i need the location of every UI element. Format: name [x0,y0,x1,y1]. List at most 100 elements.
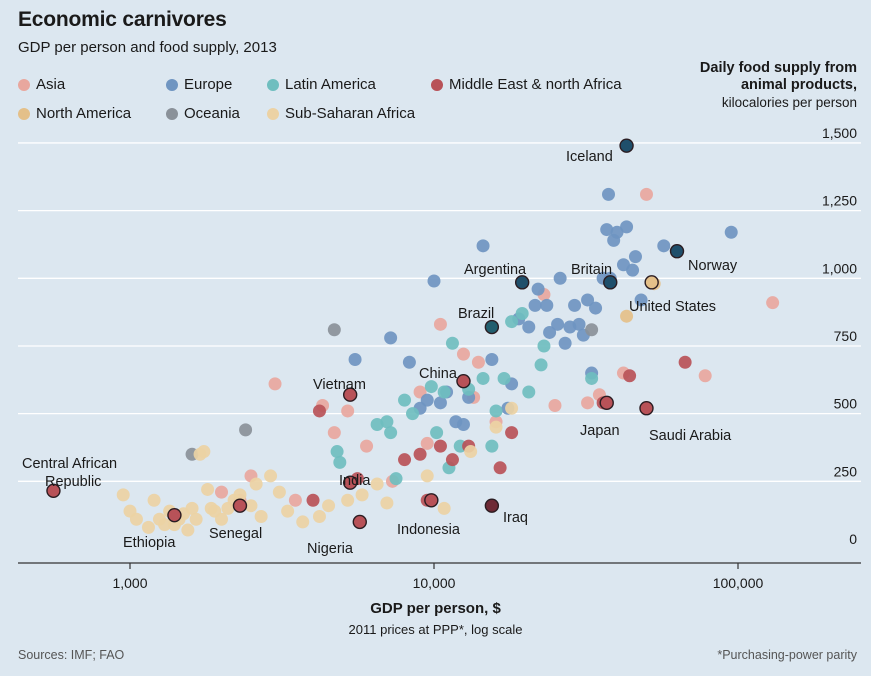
data-point [639,187,653,201]
highlighted-point [424,493,439,508]
data-point [537,339,551,353]
label-china: China [419,366,458,382]
data-point [551,317,565,331]
label-britain: Britain [571,262,612,278]
data-point [540,298,554,312]
data-point [272,485,286,499]
data-point [505,426,519,440]
label-brazil: Brazil [458,306,494,322]
y-tick-label: 750 [834,328,858,344]
y-tick-labels: 0 250 500 750 1,000 1,250 1,500 [822,125,857,547]
data-point [420,469,434,483]
highlighted-point [603,275,618,290]
legend-label-middle-east: Middle East & north Africa [449,76,622,93]
legend-item-middle-east: Middle East & north Africa [431,76,622,93]
y-tick-label: 1,500 [822,125,857,141]
legend-label-sub-saharan-africa: Sub-Saharan Africa [285,105,416,122]
data-point [531,282,545,296]
label-united-states: United States [629,299,716,315]
label-senegal: Senegal [209,526,262,542]
legend-item-latin-america: Latin America [267,76,376,93]
data-point [420,436,434,450]
data-point [322,499,336,513]
label-central-african-republic-line2: Republic [45,474,101,490]
legend-item-sub-saharan-africa: Sub-Saharan Africa [267,105,415,122]
highlighted-point [456,373,471,389]
data-point [628,250,642,264]
data-point [602,187,616,201]
highlighted-point [484,319,500,335]
data-point [306,493,320,507]
legend-label-oceania: Oceania [184,105,240,122]
data-point [233,488,247,502]
data-point [327,323,341,337]
data-point [244,499,258,513]
highlighted-point [46,483,61,498]
data-point [312,510,326,524]
y-tick-label: 250 [834,463,858,479]
x-tick-label: 1,000 [112,575,147,591]
data-points [116,187,780,537]
label-iraq: Iraq [503,510,528,526]
highlighted-point [342,387,358,402]
legend-label-asia: Asia [36,76,66,93]
data-point [288,493,302,507]
legend-label-europe: Europe [184,76,233,93]
data-point [413,447,427,461]
label-japan: Japan [580,423,620,439]
y-axis-title-line2: animal products, [740,77,857,93]
data-point [471,355,485,369]
data-point [330,445,344,459]
data-point [312,404,326,418]
data-point [678,355,692,369]
annotations: Iceland Norway Britain Argentina United … [22,149,738,557]
data-point [585,323,599,337]
data-point [489,404,503,418]
data-point [433,396,447,410]
data-point [534,358,548,372]
data-point [623,369,637,383]
legend-item-europe: Europe [166,76,232,93]
x-axis-title: GDP per person, $ [370,600,501,617]
data-point [158,518,172,532]
highlighted-point [484,498,500,513]
data-point [355,488,369,502]
data-point [341,493,355,507]
data-point [568,298,582,312]
label-nigeria: Nigeria [307,541,354,557]
highlighted-point [644,275,659,290]
legend-swatch-north-america [18,107,30,120]
label-ethiopia: Ethiopia [123,535,176,551]
data-point [327,426,341,440]
x-tick-label: 10,000 [413,575,456,591]
data-point [141,520,155,534]
legend-label-north-america: North America [36,105,132,122]
data-point [147,493,161,507]
data-point [515,306,529,320]
data-point [489,420,503,434]
data-point [528,298,542,312]
legend-item-north-america: North America [18,105,131,122]
data-point [201,482,215,496]
highlighted-point [599,395,614,411]
data-point [485,353,499,367]
data-point [430,426,444,440]
data-point [445,336,459,350]
data-point [389,472,403,486]
data-point [424,380,438,394]
data-point [427,274,441,288]
label-norway: Norway [688,258,738,274]
highlighted-point [342,475,358,490]
data-point [264,469,278,483]
data-point [485,439,499,453]
highlighted-point [232,498,248,513]
data-point [129,512,143,526]
data-point [181,523,195,537]
label-argentina: Argentina [464,262,527,278]
label-vietnam: Vietnam [313,377,366,393]
data-point [402,355,416,369]
data-point [620,309,634,323]
data-point [268,377,282,391]
sources-note: Sources: IMF; FAO [18,648,125,662]
